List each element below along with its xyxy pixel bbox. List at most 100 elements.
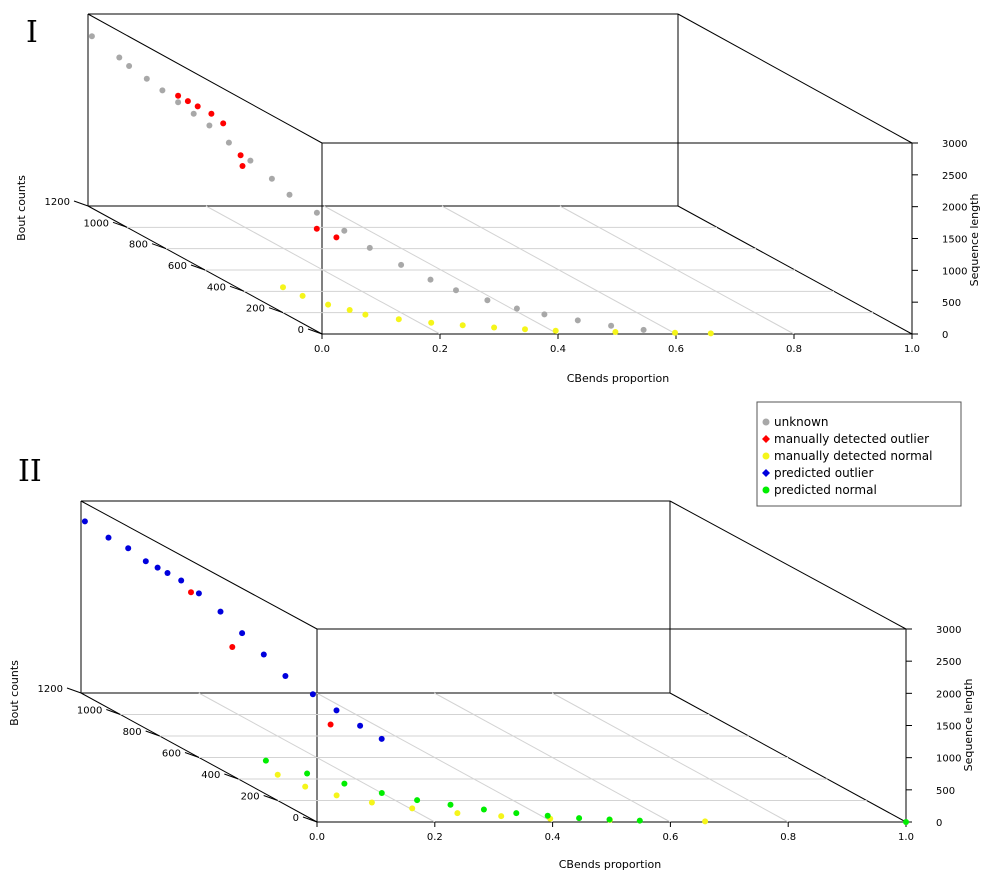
data-point [612, 329, 619, 335]
y-tick-label: 0 [298, 325, 304, 336]
y-tick-label: 1000 [84, 218, 109, 229]
panel-ii-z-ticks: 0 500 1000 1500 2000 2500 3000 [906, 625, 961, 829]
y-tick-mark [112, 221, 128, 228]
panel-ii: II 0.0 0.2 0.4 0.6 0.8 1.0 0 200 400 600 800 1000 1… [8, 454, 975, 871]
data-point [398, 261, 405, 268]
panel-label-ii: II [18, 454, 42, 489]
data-point [188, 589, 194, 596]
data-point [409, 805, 416, 812]
legend-label: manually detected outlier [774, 432, 929, 446]
panel-label-i: I [26, 15, 38, 50]
data-point [143, 75, 150, 82]
data-point [309, 691, 316, 698]
y-tick-mark [302, 816, 318, 823]
data-point [239, 630, 246, 637]
data-point [484, 297, 491, 304]
x-tick-label: 1.0 [904, 344, 920, 355]
data-point [522, 326, 528, 333]
data-point [260, 651, 267, 658]
y-tick-label: 600 [168, 261, 187, 272]
box-edge [87, 13, 323, 144]
data-point [274, 771, 281, 778]
x-tick-label: 0.0 [309, 832, 325, 843]
data-point [299, 292, 306, 299]
data-point [357, 722, 364, 729]
panel-i-x-axis-title: CBends proportion [567, 372, 670, 385]
panel-i-z-ticks: 0 500 1000 1500 2000 2500 3000 [912, 139, 967, 341]
y-tick-mark [184, 752, 200, 758]
data-point [229, 644, 236, 650]
y-tick-mark [224, 773, 239, 780]
data-point [313, 225, 320, 232]
y-tick-mark [145, 730, 160, 737]
z-tick-label: 2500 [942, 171, 967, 182]
data-point [81, 518, 88, 525]
panel-i-grid [127, 205, 873, 335]
data-point [286, 191, 293, 198]
data-point [544, 812, 551, 819]
box-edge [669, 500, 907, 630]
data-point [220, 120, 227, 127]
data-point [378, 790, 385, 796]
floor-grid-line [198, 692, 436, 823]
floor-grid-line [551, 692, 789, 823]
legend-marker [762, 435, 770, 443]
legend-label: unknown [774, 415, 829, 429]
panel-i-x-ticks: 0.0 0.2 0.4 0.6 0.8 1.0 [314, 334, 920, 355]
y-tick-label: 1200 [38, 684, 63, 695]
data-point [447, 801, 454, 808]
data-point [513, 305, 520, 312]
data-point [362, 311, 369, 318]
data-point [341, 780, 348, 787]
data-point [333, 707, 340, 714]
x-tick-label: 0.6 [662, 832, 678, 843]
data-point [366, 244, 373, 251]
data-point [280, 284, 286, 291]
floor-grid-line [205, 205, 441, 335]
data-point [217, 608, 224, 615]
panel-ii-grid [120, 692, 867, 823]
legend: unknown manually detected outlier manually… [756, 401, 962, 507]
y-tick-label: 600 [162, 749, 181, 760]
data-point [126, 63, 133, 69]
data-point [175, 92, 182, 99]
data-point [574, 317, 581, 324]
panel-ii-z-axis-title: Sequence length [962, 679, 975, 772]
x-tick-label: 1.0 [898, 832, 914, 843]
z-tick-label: 1500 [936, 722, 961, 733]
z-tick-label: 3000 [942, 139, 967, 150]
data-point [513, 810, 520, 817]
floor-grid-line [323, 205, 559, 335]
z-tick-label: 0 [942, 330, 948, 341]
y-tick-label: 800 [123, 727, 142, 738]
data-point [702, 818, 709, 825]
data-point [325, 301, 332, 308]
data-point [195, 590, 202, 597]
panel-i-z-axis-title: Sequence length [968, 194, 981, 287]
data-point [491, 324, 498, 331]
panel-i: I 0.0 0.2 0.4 0.6 0.8 1.0 0 200 400 600 800 1000 12… [15, 13, 981, 385]
y-tick-label: 1000 [77, 706, 102, 717]
data-point [606, 816, 613, 823]
data-point [142, 558, 149, 565]
data-point [206, 122, 213, 129]
data-point [88, 33, 95, 40]
data-point [164, 570, 171, 576]
z-tick-label: 2500 [936, 657, 961, 668]
data-point [903, 819, 909, 825]
data-point [368, 799, 375, 806]
data-point [327, 721, 334, 728]
data-point [304, 770, 311, 777]
panel-i-points [88, 33, 714, 337]
y-tick-mark [106, 709, 121, 715]
data-point [541, 311, 548, 318]
y-tick-label: 0 [293, 813, 299, 824]
data-point [159, 87, 166, 94]
data-point [262, 757, 269, 764]
data-point [178, 577, 185, 584]
data-point [707, 330, 714, 337]
data-point [636, 817, 643, 824]
legend-label: manually detected normal [774, 449, 932, 463]
z-tick-label: 1500 [942, 235, 967, 246]
data-point [333, 792, 340, 799]
